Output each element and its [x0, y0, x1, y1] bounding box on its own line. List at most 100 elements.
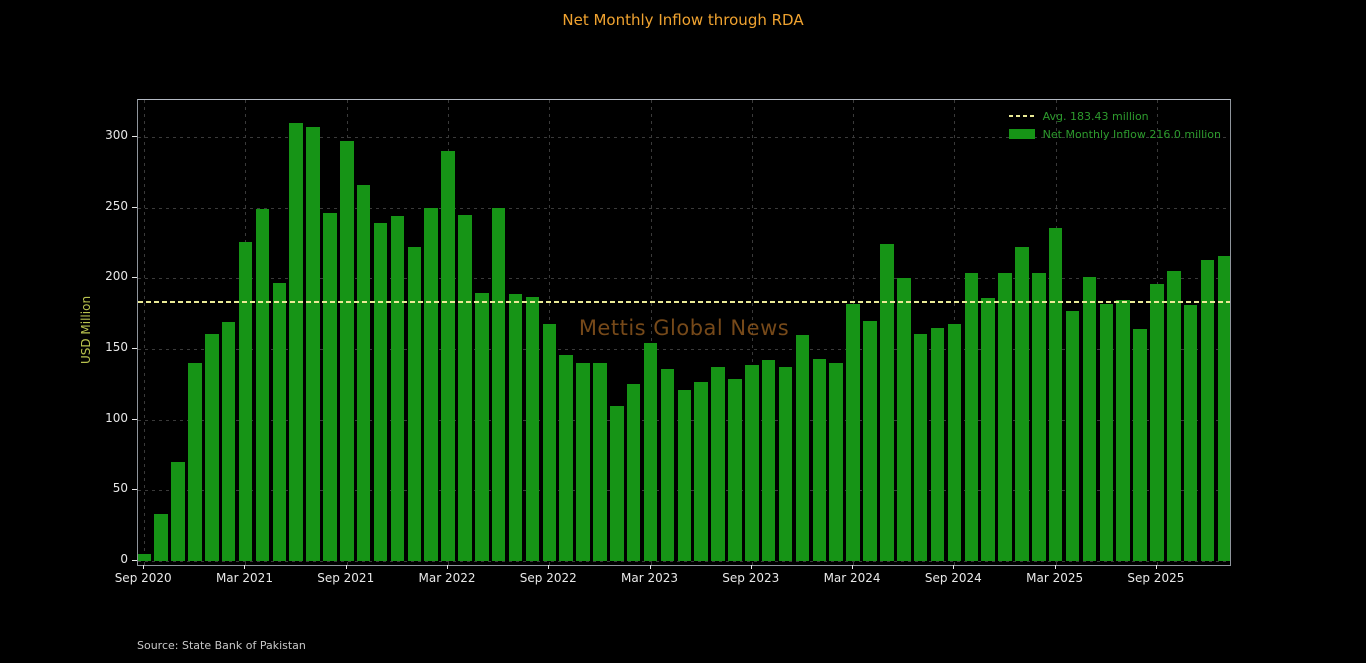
bar: [711, 367, 725, 561]
bar: [1183, 305, 1198, 561]
bar: [407, 247, 421, 561]
h-gridline: [138, 349, 1230, 350]
bar: [491, 207, 506, 561]
x-tick-mark: [649, 565, 651, 569]
x-tick-label: Sep 2022: [519, 571, 577, 585]
bar: [1032, 272, 1046, 561]
bar: [525, 296, 540, 561]
x-tick-mark: [1155, 565, 1157, 569]
x-tick-label: Mar 2021: [215, 571, 273, 585]
bar: [795, 334, 810, 561]
bar: [913, 333, 928, 561]
bar: [441, 151, 455, 561]
y-tick-mark: [132, 560, 137, 561]
x-tick-label: Sep 2020: [114, 571, 172, 585]
bar: [576, 363, 590, 561]
x-tick-mark: [143, 565, 145, 569]
bar: [1200, 260, 1215, 561]
legend-bar-swatch: [1008, 129, 1035, 139]
x-tick-label: Mar 2025: [1026, 571, 1084, 585]
bar: [373, 223, 388, 561]
h-gridline: [138, 137, 1230, 138]
y-tick-label: 0: [120, 552, 128, 566]
y-tick-label: 200: [105, 269, 128, 284]
bar: [677, 390, 691, 561]
bar: [542, 323, 556, 561]
y-tick-label: 150: [105, 340, 128, 354]
x-tick-label: Sep 2021: [317, 571, 375, 585]
bar: [458, 214, 472, 561]
bar: [1082, 276, 1097, 561]
v-gridline: [751, 100, 753, 565]
plot-area: Mettis Global News Avg. 183.43 million N…: [137, 99, 1231, 566]
bar: [255, 209, 270, 561]
x-tick-label: Sep 2024: [924, 571, 982, 585]
x-tick-mark: [244, 565, 246, 569]
y-tick-mark: [132, 206, 137, 208]
bar: [171, 462, 185, 561]
legend-series-label: Net Monthly Inflow 216.0 million: [1042, 127, 1221, 141]
y-tick-label: 250: [105, 198, 128, 213]
bar: [1217, 255, 1230, 561]
bar: [1015, 247, 1029, 561]
y-tick-mark: [132, 418, 137, 420]
bar: [340, 141, 354, 561]
bar: [778, 367, 793, 561]
bar: [1065, 310, 1080, 561]
x-tick-label: Sep 2025: [1127, 571, 1185, 585]
bar: [424, 207, 438, 561]
watermark: Mettis Global News: [578, 316, 790, 340]
legend-item-series: Net Monthly Inflow 216.0 million: [1008, 127, 1221, 141]
x-tick-mark: [953, 565, 955, 569]
legend-avg-dash-sample: [1008, 115, 1035, 117]
y-tick-mark: [132, 489, 137, 491]
bar: [306, 127, 320, 561]
y-tick-label: 300: [105, 128, 128, 142]
bar: [846, 303, 860, 561]
y-tick-label: 100: [105, 410, 128, 425]
bar: [1167, 271, 1181, 561]
bar: [205, 333, 219, 561]
bar: [1116, 299, 1130, 561]
bar: [508, 293, 523, 561]
bar: [272, 282, 286, 561]
source-note: Source: State Bank of Pakistan: [137, 639, 306, 652]
bar: [998, 272, 1012, 561]
bar: [660, 368, 675, 561]
h-gridline: [138, 278, 1230, 280]
legend: Avg. 183.43 million Net Monthly Inflow 2…: [1008, 109, 1221, 145]
h-gridline: [138, 561, 1230, 562]
bar: [356, 185, 371, 561]
bar: [745, 364, 759, 561]
chart-title: Net Monthly Inflow through RDA: [562, 11, 804, 29]
bar: [593, 363, 607, 561]
bar: [728, 378, 742, 561]
y-tick-mark: [132, 277, 137, 279]
x-tick-label: Mar 2024: [823, 571, 881, 585]
v-gridline: [144, 100, 146, 565]
bar: [154, 514, 168, 561]
v-gridline: [650, 100, 652, 565]
bar: [947, 323, 962, 561]
bar: [1048, 227, 1063, 561]
bar: [626, 384, 641, 561]
bar: [1133, 329, 1147, 561]
y-tick-mark: [132, 348, 137, 349]
bar: [221, 322, 236, 561]
bar: [863, 320, 877, 561]
x-tick-label: Sep 2023: [722, 571, 780, 585]
x-tick-mark: [447, 565, 448, 569]
bar: [475, 292, 489, 561]
bar: [981, 298, 995, 561]
x-tick-label: Mar 2023: [621, 571, 679, 585]
x-tick-mark: [750, 565, 752, 569]
y-tick-mark: [132, 136, 137, 137]
bar: [643, 343, 658, 561]
bar: [761, 360, 776, 561]
bar: [238, 241, 253, 561]
bar: [610, 405, 624, 561]
bar: [188, 363, 202, 561]
bar: [694, 381, 708, 561]
bar: [812, 358, 827, 561]
